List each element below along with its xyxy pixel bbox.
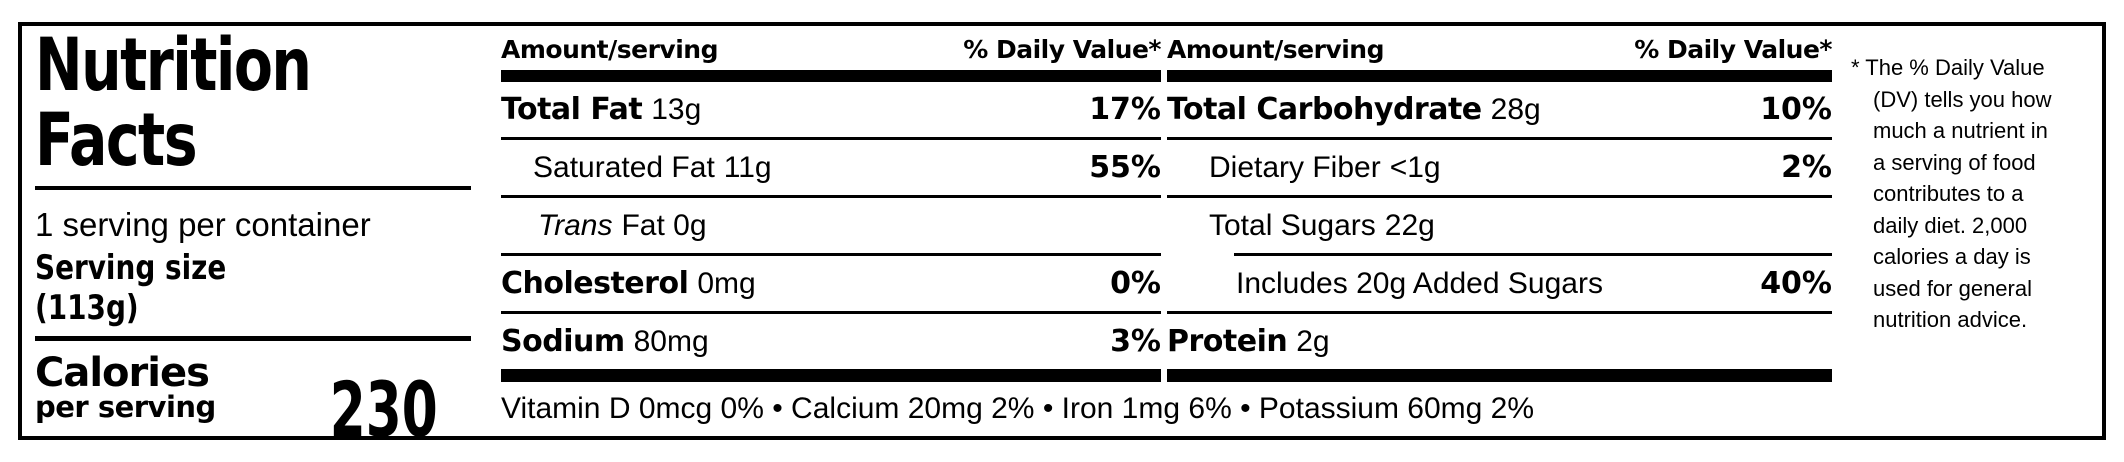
- nutrition-facts-label: Nutrition Facts 1 serving per container …: [18, 22, 2106, 448]
- nutrient-row-added-sugars: Includes 20g Added Sugars 40%: [1167, 256, 1832, 311]
- nutrient-name: Includes 20g Added Sugars: [1236, 266, 1603, 300]
- title-divider: [35, 186, 471, 190]
- nutrient-name: Sodium: [501, 324, 625, 359]
- row-divider: [501, 137, 1161, 140]
- amount-serving-header: Amount/serving: [501, 35, 718, 64]
- column-1-header: Amount/serving % Daily Value*: [501, 26, 1161, 70]
- left-panel: Nutrition Facts 1 serving per container …: [22, 26, 480, 448]
- serving-size-value: (113g): [35, 288, 139, 328]
- nutrient-name: Total Carbohydrate: [1167, 92, 1482, 127]
- nutrient-amount: 13g: [651, 93, 702, 126]
- nutrient-row-dietary-fiber: Dietary Fiber <1g 2%: [1167, 140, 1832, 195]
- daily-value-percent: 0%: [1110, 266, 1161, 301]
- row-divider: [501, 311, 1161, 314]
- nutrient-column-2: Amount/serving % Daily Value* Total Carb…: [1167, 26, 1832, 382]
- nutrient-column-1: Amount/serving % Daily Value* Total Fat 1…: [501, 26, 1161, 382]
- nutrient-name: Cholesterol: [501, 266, 689, 301]
- daily-value-percent: 40%: [1760, 266, 1832, 301]
- row-divider-indented: [1234, 253, 1832, 256]
- nutrient-name: Saturated Fat: [533, 150, 715, 184]
- calories-label: Calories: [35, 350, 210, 396]
- nutrient-name: Trans: [538, 208, 613, 242]
- daily-value-header: % Daily Value*: [1634, 35, 1832, 64]
- nutrient-table: Amount/serving % Daily Value* Total Fat 1…: [501, 26, 1832, 436]
- calories-sublabel: per serving: [35, 390, 216, 424]
- daily-value-percent: 3%: [1110, 324, 1161, 359]
- daily-value-percent: 2%: [1781, 150, 1832, 185]
- row-divider: [1167, 195, 1832, 198]
- nutrient-row-saturated-fat: Saturated Fat 11g 55%: [501, 140, 1161, 195]
- nutrient-amount: 0mg: [697, 267, 756, 300]
- nutrient-amount: 80mg: [633, 325, 709, 358]
- micronutrients-row: Vitamin D 0mcg 0% • Calcium 20mg 2% • Ir…: [501, 392, 1535, 425]
- daily-value-percent: 55%: [1089, 150, 1161, 185]
- servings-per-container: 1 serving per container: [35, 206, 371, 243]
- daily-value-percent: 17%: [1089, 92, 1161, 127]
- nutrient-name: Dietary Fiber: [1209, 150, 1381, 184]
- daily-value-header: % Daily Value*: [963, 35, 1161, 64]
- nutrient-row-cholesterol: Cholesterol 0mg 0%: [501, 256, 1161, 311]
- nutrient-amount: <1g: [1389, 150, 1441, 184]
- row-divider: [501, 195, 1161, 198]
- column-bottom-bar: [501, 369, 1161, 382]
- nutrient-row-total-fat: Total Fat 13g 17%: [501, 82, 1161, 137]
- calories-divider: [35, 336, 471, 341]
- nutrient-row-total-carbohydrate: Total Carbohydrate 28g 10%: [1167, 82, 1832, 137]
- row-divider: [1167, 311, 1832, 314]
- calories-value: 230: [330, 365, 438, 454]
- nutrient-row-protein: Protein 2g: [1167, 314, 1832, 369]
- column-top-bar: [1167, 70, 1832, 82]
- serving-size-label: Serving size: [35, 248, 227, 288]
- nutrient-row-sodium: Sodium 80mg 3%: [501, 314, 1161, 369]
- nutrient-row-total-sugars: Total Sugars 22g: [1167, 198, 1832, 253]
- nutrient-amount: 2g: [1296, 325, 1330, 358]
- column-bottom-bar: [1167, 369, 1832, 382]
- title-line-1: Nutrition: [35, 23, 312, 108]
- row-divider: [1167, 137, 1832, 140]
- nutrient-amount: 28g: [1490, 93, 1541, 126]
- nutrient-name: Total Sugars: [1209, 208, 1376, 242]
- column-top-bar: [501, 70, 1161, 82]
- nutrient-name: Protein: [1167, 324, 1288, 359]
- nutrient-amount: 11g: [723, 150, 772, 184]
- label-title: Nutrition Facts: [35, 28, 472, 178]
- column-2-header: Amount/serving % Daily Value*: [1167, 26, 1832, 70]
- title-line-2: Facts: [35, 98, 198, 183]
- daily-value-percent: 10%: [1760, 92, 1832, 127]
- nutrient-amount: Fat 0g: [621, 208, 707, 242]
- daily-value-footnote: * The % Daily Value (DV) tells you how m…: [1851, 55, 2052, 332]
- row-divider: [501, 253, 1161, 256]
- nutrient-amount: 22g: [1384, 208, 1435, 242]
- nutrient-name: Total Fat: [501, 92, 643, 127]
- amount-serving-header: Amount/serving: [1167, 35, 1384, 64]
- nutrient-row-trans-fat: Trans Fat 0g: [501, 198, 1161, 253]
